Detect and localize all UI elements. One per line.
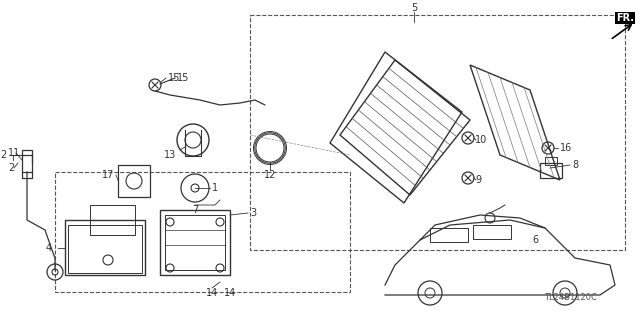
Bar xyxy=(22,150,32,172)
Text: 13: 13 xyxy=(164,150,176,160)
Text: 10: 10 xyxy=(475,135,487,145)
Text: 17: 17 xyxy=(102,170,114,180)
Text: 9: 9 xyxy=(475,175,481,185)
Text: 16: 16 xyxy=(560,143,572,153)
Text: 1: 1 xyxy=(212,183,218,193)
Bar xyxy=(68,225,142,273)
Text: 5: 5 xyxy=(411,3,417,13)
Text: 12: 12 xyxy=(264,170,276,180)
Bar xyxy=(160,210,230,275)
Text: 14: 14 xyxy=(224,288,236,298)
Text: TL24B1120C: TL24B1120C xyxy=(544,293,597,302)
Text: 6: 6 xyxy=(532,235,538,245)
Bar xyxy=(430,228,468,242)
Text: 14: 14 xyxy=(206,288,218,298)
Bar xyxy=(165,215,225,270)
Text: FR.: FR. xyxy=(616,13,634,23)
Text: 7: 7 xyxy=(192,205,198,215)
Text: 2: 2 xyxy=(0,150,6,160)
Bar xyxy=(545,157,557,165)
Bar xyxy=(90,205,135,235)
Text: 15: 15 xyxy=(168,73,180,83)
Text: 4: 4 xyxy=(46,243,52,253)
Bar xyxy=(540,163,562,178)
Bar xyxy=(65,220,145,275)
Bar xyxy=(118,165,150,197)
Text: 2: 2 xyxy=(8,163,14,173)
Text: FR.: FR. xyxy=(616,13,634,23)
Text: 11: 11 xyxy=(8,148,20,158)
Text: 15: 15 xyxy=(177,73,189,83)
Text: 8: 8 xyxy=(572,160,578,170)
Text: 3: 3 xyxy=(250,208,256,218)
Bar xyxy=(473,225,511,239)
